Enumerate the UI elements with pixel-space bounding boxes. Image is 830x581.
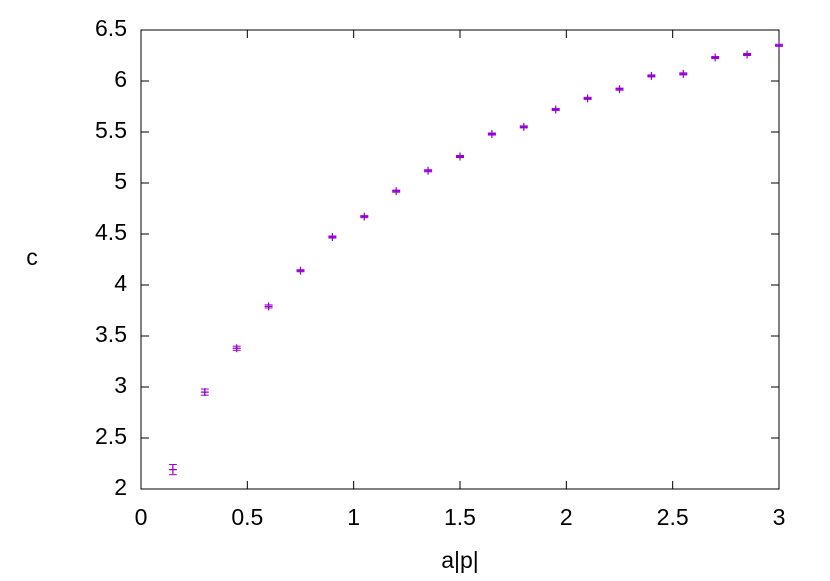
y-tick-label: 5 (114, 168, 127, 194)
y-tick-label: 3 (114, 372, 127, 398)
point (264, 302, 273, 311)
x-tick-label: 1 (347, 504, 360, 530)
point (232, 344, 241, 353)
point (456, 152, 464, 161)
y-tick-label: 4 (114, 270, 127, 296)
y-tick-label: 4.5 (95, 219, 127, 245)
point (711, 53, 720, 62)
x-tick-label: 1.5 (444, 504, 476, 530)
y-tick-label: 3.5 (95, 321, 127, 347)
x-tick-label: 3 (773, 504, 786, 530)
point (551, 105, 560, 114)
x-tick-label: 2.5 (657, 504, 689, 530)
point (743, 50, 752, 59)
point (360, 212, 369, 221)
point (168, 465, 177, 474)
point (424, 166, 433, 175)
point (775, 41, 783, 50)
point (583, 94, 592, 103)
point (328, 233, 337, 242)
point (392, 187, 401, 196)
point (679, 69, 688, 78)
x-tick-label: 0.5 (231, 504, 263, 530)
y-tick-label: 6.5 (95, 15, 127, 41)
point (615, 85, 624, 94)
point (296, 266, 305, 275)
x-tick-label: 0 (135, 504, 148, 530)
x-axis-label: a|p| (441, 547, 479, 573)
plot-frame (140, 29, 780, 490)
point (647, 71, 656, 80)
point (200, 388, 209, 397)
y-tick-label: 2.5 (95, 423, 127, 449)
point (519, 122, 528, 131)
y-tick-label: 6 (114, 66, 127, 92)
y-tick-label: 5.5 (95, 117, 127, 143)
y-axis-label: c (26, 244, 38, 270)
x-tick-label: 2 (560, 504, 573, 530)
point (487, 130, 496, 139)
y-tick-label: 2 (114, 474, 127, 500)
